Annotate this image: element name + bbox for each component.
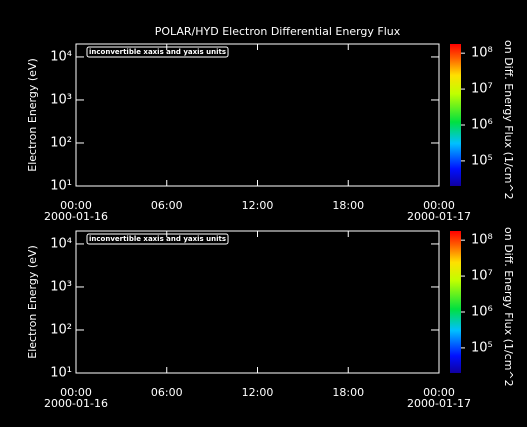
y-tick-label: 10³ [50,279,72,294]
y-tick-label: 10¹ [50,366,72,381]
x-tick-label: 18:00 [332,386,364,399]
colorbar-label: on Diff. Energy Flux (1/cm^2 [502,227,515,387]
colorbar-tick-label: 10⁵ [471,340,493,355]
y-tick-label: 10¹ [50,179,72,194]
y-tick-label: 10⁴ [50,49,72,64]
colorbar [450,231,461,373]
x-date-label: 2000-01-16 [44,397,108,410]
colorbar [450,44,461,186]
x-tick-label: 18:00 [332,199,364,212]
y-tick-label: 10³ [50,92,72,107]
chart-title: POLAR/HYD Electron Differential Energy F… [155,25,401,38]
plot-frame [75,43,440,187]
colorbar-tick-label: 10⁶ [471,304,493,319]
annotation: inconvertible xaxis and yaxis units [89,48,226,56]
colorbar-tick-label: 10⁷ [471,269,493,284]
y-axis-label: Electron Energy (eV) [26,245,39,359]
x-tick-label: 06:00 [151,199,183,212]
x-tick-label: 00:00 [423,199,455,212]
x-date-label: 2000-01-17 [407,210,471,223]
x-tick-label: 00:00 [60,386,92,399]
colorbar-tick-label: 10⁸ [471,46,493,61]
colorbar-tick-label: 10⁷ [471,82,493,97]
annotation-box [86,46,229,58]
colorbar-tick-label: 10⁶ [471,117,493,132]
colorbar-label: on Diff. Energy Flux (1/cm^2 [502,40,515,200]
x-date-label: 2000-01-16 [44,210,108,223]
y-axis-label: Electron Energy (eV) [26,58,39,172]
x-tick-label: 00:00 [423,386,455,399]
x-tick-label: 12:00 [242,199,274,212]
colorbar-tick-label: 10⁸ [471,233,493,248]
annotation: inconvertible xaxis and yaxis units [89,235,226,243]
y-tick-label: 10² [50,322,72,337]
x-tick-label: 12:00 [242,386,274,399]
x-tick-label: 00:00 [60,199,92,212]
x-date-label: 2000-01-17 [407,397,471,410]
y-tick-label: 10² [50,135,72,150]
x-tick-label: 06:00 [151,386,183,399]
annotation-box [86,233,229,245]
y-tick-label: 10⁴ [50,236,72,251]
colorbar-tick-label: 10⁵ [471,153,493,168]
plot-frame [75,230,440,374]
